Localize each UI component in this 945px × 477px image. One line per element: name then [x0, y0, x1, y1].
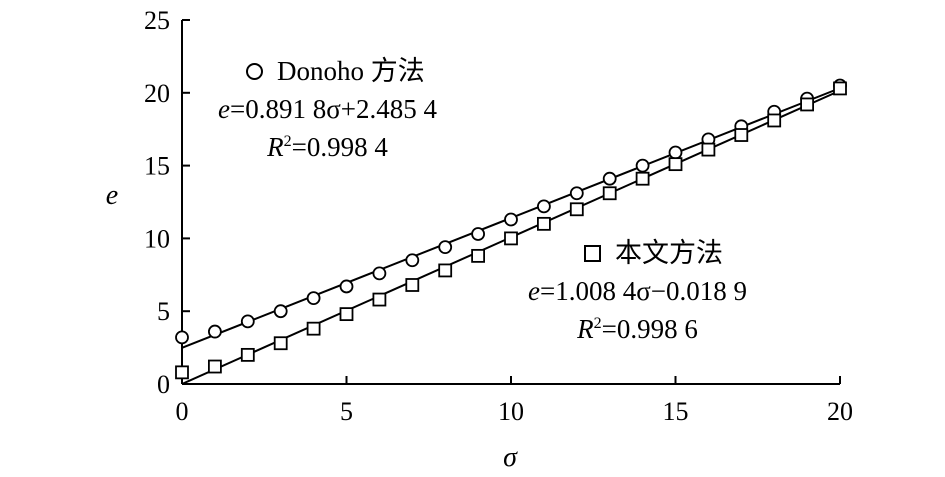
point-square: [701, 142, 716, 157]
equation-donoho: e=0.891 8σ+2.485 4: [218, 90, 437, 128]
point-square: [537, 216, 551, 231]
point-square: [405, 278, 420, 292]
point-circle: [339, 279, 354, 294]
y-axis-title: e: [106, 180, 118, 211]
point-circle: [240, 314, 255, 329]
equation-proposed: e=1.008 4σ−0.018 9: [528, 272, 747, 310]
legend-proposed: 本文方法 e=1.008 4σ−0.018 9 R2=0.998 6: [528, 234, 747, 348]
y-tick-label: 5: [157, 297, 170, 326]
equation-text: =0.891 8σ+2.485 4: [229, 94, 437, 124]
y-tick-label: 20: [144, 79, 170, 108]
legend-label-donoho: Donoho 方法: [277, 56, 425, 86]
point-square: [438, 263, 453, 278]
equation-text: =1.008 4σ−0.018 9: [539, 276, 747, 306]
point-circle: [668, 145, 683, 160]
point-circle: [635, 158, 650, 173]
point-square: [734, 128, 749, 142]
r-squared-value: =0.998 6: [601, 314, 698, 344]
point-square: [767, 113, 782, 128]
point-square: [833, 81, 847, 96]
equation-variable: e: [528, 276, 540, 306]
point-circle: [569, 186, 584, 201]
point-circle: [175, 330, 189, 345]
y-tick-label: 10: [144, 224, 170, 253]
circle-marker-icon: [246, 62, 263, 80]
point-circle: [372, 266, 387, 281]
legend-donoho: Donoho 方法 e=0.891 8σ+2.485 4 R2=0.998 4: [218, 52, 437, 166]
y-tick-label: 15: [144, 152, 170, 181]
x-tick-label: 15: [663, 397, 689, 426]
tick-labels: 0 5 10 15 20 0 5 10 15 20 25: [144, 6, 853, 426]
point-circle: [207, 324, 222, 339]
x-tick-label: 10: [498, 397, 524, 426]
point-square: [635, 171, 650, 186]
point-square: [339, 307, 354, 322]
x-tick-label: 0: [176, 397, 189, 426]
point-square: [175, 365, 189, 380]
point-square: [800, 97, 814, 112]
r-squared-donoho: R2=0.998 4: [218, 128, 437, 166]
point-square: [471, 248, 486, 263]
r-squared-proposed: R2=0.998 6: [528, 310, 747, 348]
point-circle: [602, 171, 617, 186]
square-marker-icon: [584, 244, 601, 262]
point-circle: [537, 199, 551, 214]
point-square: [207, 359, 222, 374]
axes: [181, 19, 841, 385]
point-square: [668, 157, 683, 172]
point-circle: [405, 253, 420, 268]
x-tick-label: 20: [827, 397, 853, 426]
point-square: [504, 231, 518, 246]
y-tick-label: 25: [144, 6, 170, 35]
x-tick-label: 5: [340, 397, 353, 426]
r-power: 2: [593, 315, 602, 332]
point-circle: [438, 240, 453, 255]
legend-label-proposed: 本文方法: [615, 238, 723, 268]
x-axis-title: σ: [503, 442, 518, 473]
equation-variable: e: [218, 94, 230, 124]
point-circle: [273, 304, 288, 319]
y-tick-label: 0: [157, 370, 170, 399]
point-circle: [471, 227, 486, 241]
r-symbol: R: [577, 314, 594, 344]
r-symbol: R: [267, 132, 284, 162]
data-markers: [175, 78, 847, 380]
point-circle: [504, 212, 518, 227]
point-square: [372, 292, 387, 307]
point-square: [602, 186, 617, 201]
r-power: 2: [283, 133, 292, 150]
point-circle: [306, 291, 321, 305]
point-square: [273, 336, 288, 351]
point-square: [569, 202, 584, 217]
point-square: [306, 321, 321, 336]
point-square: [240, 347, 255, 362]
r-squared-value: =0.998 4: [291, 132, 388, 162]
